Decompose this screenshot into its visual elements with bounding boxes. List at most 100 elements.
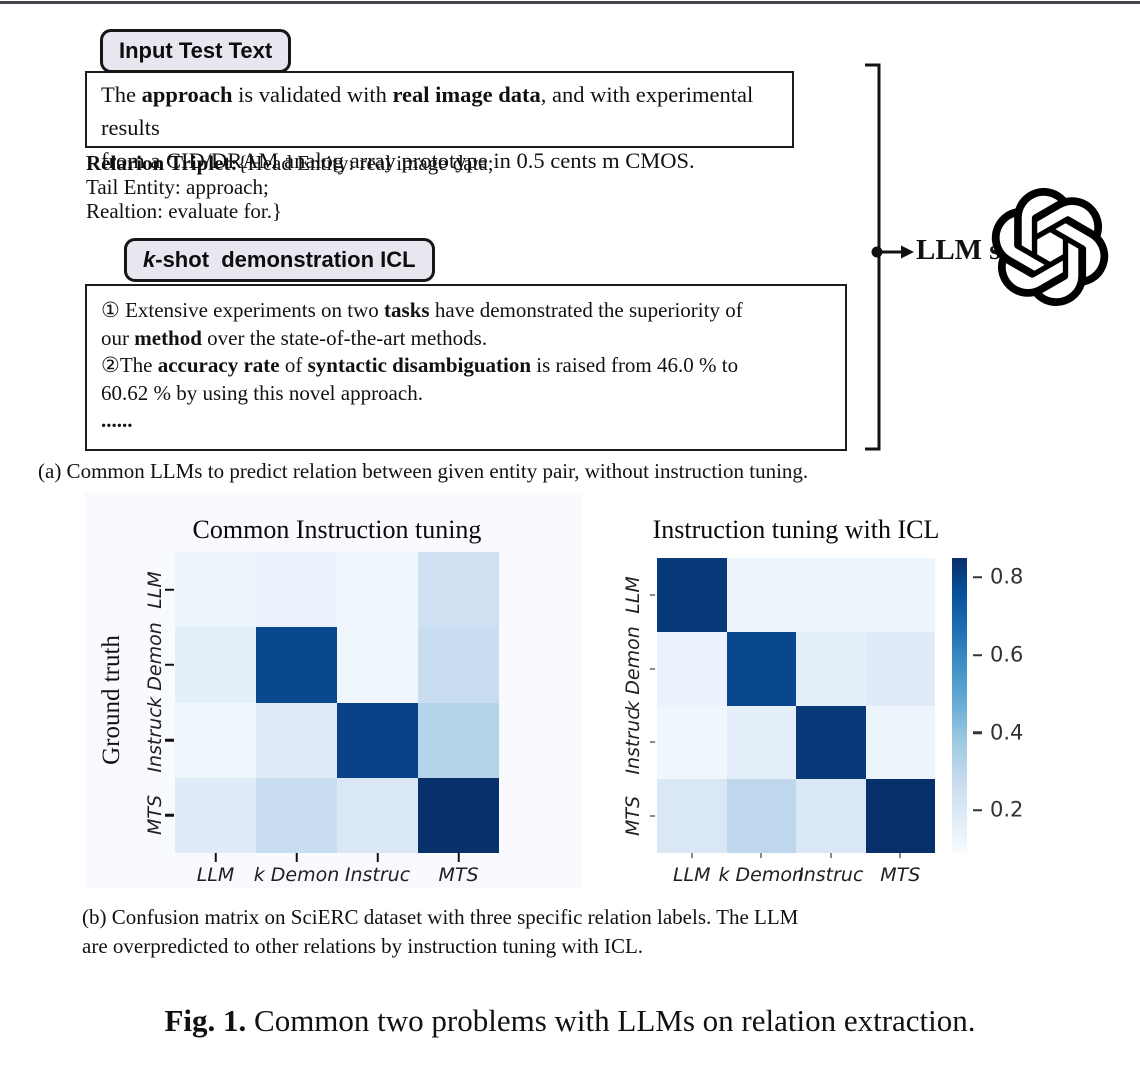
kshot-examples-box: ① Extensive experiments on two tasks hav… — [85, 284, 847, 451]
y-tick-mark — [650, 667, 655, 670]
x-tick-mark — [214, 853, 217, 862]
x-tick-label: MTS — [880, 864, 921, 886]
heatmap-cell — [175, 627, 256, 703]
colorbar-tick-mark — [973, 653, 982, 657]
y-tick-label: Instruc — [144, 707, 166, 773]
heatmap-cell — [418, 627, 499, 703]
heatmap-cell — [337, 552, 418, 628]
left-chart-ylabel: Ground truth — [98, 635, 125, 765]
x-tick-mark — [295, 853, 298, 862]
x-tick-label: LLM — [672, 864, 711, 886]
heatmap-cell — [865, 779, 935, 853]
text-line: 60.62 % by using this novel approach. — [101, 380, 423, 405]
heatmap-cell — [418, 777, 499, 853]
y-tick-mark — [650, 741, 655, 744]
grouping-bracket-arrow — [865, 63, 914, 451]
x-tick-label: Instruc — [344, 864, 411, 886]
heatmap-cell — [256, 552, 337, 628]
caption-b: (b) Confusion matrix on SciERC dataset w… — [82, 903, 798, 961]
y-tick-mark — [650, 593, 655, 596]
y-tick-mark — [165, 663, 174, 667]
heatmap-cell — [796, 705, 866, 780]
text-line: Tail Entity: approach; — [86, 175, 269, 199]
text-line: ① Extensive experiments on two tasks hav… — [101, 298, 743, 322]
heatmap-cell — [865, 705, 935, 780]
colorbar-tick-label: 0.2 — [990, 797, 1024, 822]
caption-a: (a) Common LLMs to predict relation betw… — [38, 459, 809, 483]
kshot-demonstration-label: k-shot demonstration ICL — [124, 238, 435, 282]
heatmap-cell — [657, 705, 727, 780]
y-tick-label: Instruc — [622, 709, 644, 776]
text-line: our method over the state-of-the-art met… — [101, 325, 488, 350]
colorbar-tick-label: 0.6 — [990, 642, 1024, 667]
text-line: The approach is validated with real imag… — [101, 82, 754, 140]
heatmap-cell — [175, 552, 256, 628]
heatmap-cell — [337, 777, 418, 853]
figure-caption: Fig. 1. Common two problems with LLMs on… — [0, 1003, 1140, 1039]
heatmap-cell — [337, 702, 418, 778]
text-line: ②The accuracy rate of syntactic disambig… — [101, 353, 739, 377]
heatmap-cell — [175, 702, 256, 778]
heatmap-cell — [865, 558, 935, 632]
openai-logo-icon — [991, 188, 1109, 307]
input-test-text-label: Input Test Text — [100, 29, 292, 73]
heatmap-cell — [726, 631, 796, 706]
x-tick-mark — [899, 853, 902, 858]
y-tick-label: k Demon — [622, 625, 644, 712]
heatmap-cell — [256, 627, 337, 703]
relation-triplet-text: Relarion Triplet:{Head Entity: real imag… — [86, 151, 494, 223]
heatmap-cell — [657, 631, 727, 706]
y-tick-label: k Demon — [144, 622, 166, 708]
heatmap-cell — [337, 627, 418, 703]
heatmap-cell — [657, 779, 727, 853]
x-tick-label: k Demon — [718, 864, 805, 886]
colorbar-tick-label: 0.8 — [990, 564, 1024, 589]
colorbar-tick-mark — [973, 731, 982, 734]
caption-b-line2: are overpredicted to other relations by … — [82, 934, 644, 958]
y-tick-label: LLM — [622, 576, 644, 614]
heatmap-cell — [256, 702, 337, 778]
left-x-tick-labels: LLM k Demon Instruc MTS — [175, 864, 499, 890]
heatmap-cell — [865, 631, 935, 706]
colorbar-gradient — [952, 558, 967, 853]
heatmap-cell — [796, 631, 866, 706]
llm-label: LLM s — [916, 234, 1001, 266]
y-tick-mark — [165, 588, 174, 591]
right-x-tick-labels: LLM k Demon Instruc MTS — [657, 864, 935, 890]
heatmap-cell — [796, 779, 866, 853]
top-rule — [0, 1, 1140, 4]
x-tick-label: MTS — [438, 864, 479, 886]
text-line: Relarion Triplet:{Head Entity: real imag… — [86, 151, 494, 175]
x-tick-mark — [760, 853, 763, 858]
colorbar: 0.8 0.6 0.4 0.2 — [952, 558, 1023, 853]
colorbar-tick-mark — [973, 809, 982, 812]
y-tick-label: MTS — [144, 795, 166, 836]
x-tick-mark — [376, 853, 379, 862]
x-tick-mark — [829, 853, 832, 858]
input-test-text-label-text: Input Test Text — [119, 38, 273, 63]
text-line: Realtion: evaluate for.} — [86, 199, 283, 223]
y-tick-label: LLM — [144, 570, 166, 609]
heatmap-cell — [796, 558, 866, 632]
heatmap-cell — [175, 777, 256, 853]
figure-caption-prefix: Fig. 1. — [164, 1003, 247, 1038]
kshot-demonstration-label-text: k-shot demonstration ICL — [143, 247, 416, 272]
heatmap-cell — [418, 552, 499, 628]
x-tick-label: Instruc — [798, 864, 864, 886]
text-line: from a CID/DRAM analog array prototype i… — [101, 148, 695, 173]
x-tick-mark — [690, 853, 693, 858]
heatmap-cell — [726, 779, 796, 853]
heatmap-cell — [726, 705, 796, 780]
figure-caption-text: Common two problems with LLMs on relatio… — [246, 1003, 976, 1038]
x-tick-label: LLM — [196, 864, 235, 886]
left-heatmap-grid — [175, 552, 499, 853]
y-tick-label: MTS — [622, 796, 644, 837]
y-tick-mark — [650, 815, 655, 818]
colorbar-tick-mark — [973, 576, 982, 579]
x-tick-label: k Demon — [253, 864, 340, 886]
heatmap-cell — [726, 558, 796, 632]
right-heatmap-grid — [657, 558, 935, 853]
input-text-box: The approach is validated with real imag… — [85, 71, 794, 173]
left-chart-title: Common Instruction tuning — [192, 515, 482, 544]
